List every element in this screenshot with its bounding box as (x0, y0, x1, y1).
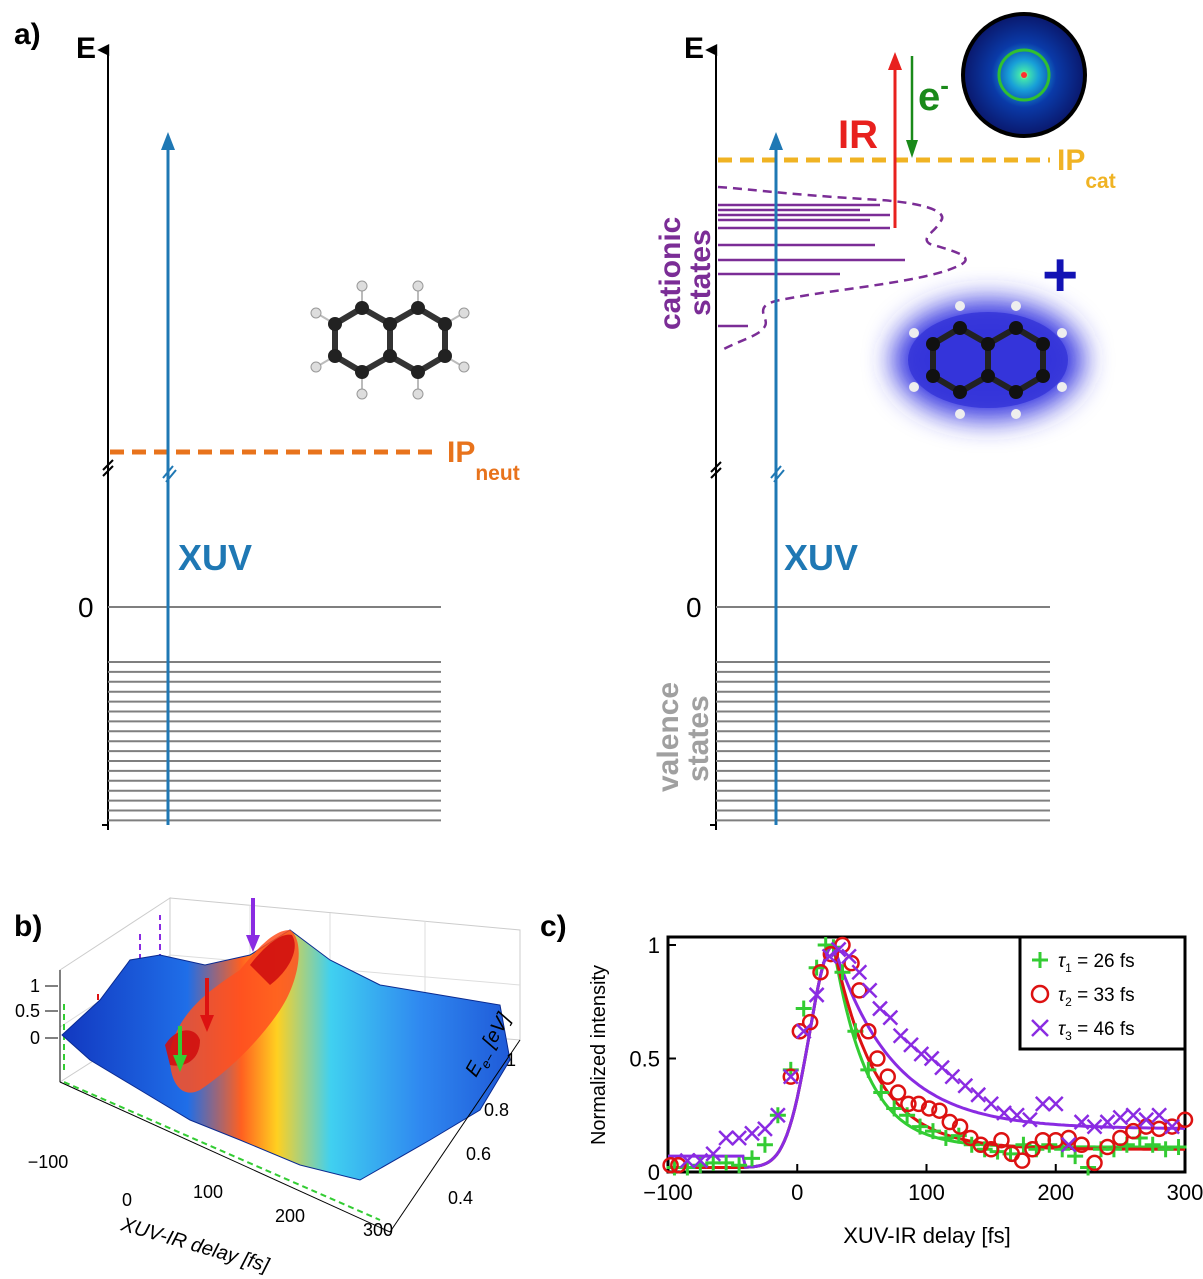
y-tick-label: 0.8 (484, 1100, 509, 1120)
energy-axis-label: E (76, 32, 96, 65)
data-point-cross (1113, 1111, 1127, 1125)
decay-chart: −100 0 100 200 30000.51 XUV-IR delay [fs] No… (588, 933, 1203, 1248)
data-point-circle (1015, 1154, 1029, 1168)
electron-arrow-head (906, 140, 918, 158)
data-point-cross (1126, 1108, 1140, 1122)
electron-label: e- (918, 70, 949, 119)
data-point-cross (1049, 1097, 1063, 1111)
x-tick-label: 200 (1037, 1180, 1074, 1205)
x-axis-label: XUV-IR delay [fs] (843, 1223, 1011, 1248)
xuv-arrow-head-right (769, 132, 783, 150)
photoelectron-image-icon (961, 12, 1087, 138)
zero-label-right: 0 (686, 592, 702, 623)
y-axis-label: Normalized intensity (588, 965, 610, 1145)
x-tick-label: 100 (193, 1182, 223, 1202)
panel-c-label: c) (540, 910, 567, 943)
data-point-cross (1036, 1097, 1050, 1111)
data-point-cross (758, 1122, 772, 1136)
y-tick-label: 1 (506, 1050, 516, 1070)
data-point-cross (719, 1131, 733, 1145)
data-point-cross (745, 1126, 759, 1140)
y-tick-label: 0.4 (448, 1188, 473, 1208)
energy-axis-label-right: E (684, 32, 704, 65)
y-tick-label: 1 (648, 933, 660, 958)
ip-neutral-label: IPneut (447, 436, 520, 485)
data-point-circle (870, 1052, 884, 1066)
y-tick-label: 0.5 (629, 1047, 660, 1072)
valence-levels-right (710, 607, 1050, 825)
z-tick-label: 0.5 (15, 1001, 40, 1021)
x-tick-label: 300 (363, 1220, 393, 1240)
data-point-cross (958, 1079, 972, 1093)
panel-a-right: E IPcat cationicstates IR e- (652, 12, 1116, 830)
data-point-cross (945, 1070, 959, 1084)
ip-cation-label: IPcat (1057, 144, 1116, 193)
x-axis-label: XUV-IR delay [fs] (118, 1213, 272, 1277)
data-point-cross (1165, 1120, 1179, 1134)
x-tick-label: 300 (1167, 1180, 1203, 1205)
z-tick-labels: 10.50 (15, 976, 58, 1048)
xuv-label: XUV (178, 537, 252, 578)
cationic-state-lines (718, 205, 905, 326)
data-point-cross (883, 1011, 897, 1025)
z-tick-label: 1 (30, 976, 40, 996)
panel-a-left: E IPneut 0 XUV (76, 32, 520, 830)
xuv-arrow-head (161, 132, 175, 150)
data-point-circle (881, 1070, 895, 1084)
data-point-cross (971, 1088, 985, 1102)
x-tick-label: 100 (908, 1180, 945, 1205)
data-point-cross (1152, 1108, 1166, 1122)
data-point-cross (732, 1131, 746, 1145)
z-tick-label: 0 (30, 1028, 40, 1048)
cation-molecule-icon (893, 300, 1083, 420)
cationic-states-label: cationicstates (654, 217, 717, 330)
data-point-cross (852, 965, 866, 979)
x-tick-label: −100 (28, 1152, 69, 1172)
y-tick-label: 0 (648, 1160, 660, 1185)
data-point-cross (984, 1097, 998, 1111)
x-tick-label: 0 (122, 1190, 132, 1210)
data-point-cross (1023, 1113, 1037, 1127)
valence-states-label: valencestates (652, 682, 715, 792)
x-tick-label: 200 (275, 1206, 305, 1226)
valence-levels (102, 607, 441, 825)
panel-b-label: b) (14, 910, 42, 943)
data-point-cross (863, 983, 877, 997)
panel-a-label: a) (14, 18, 41, 51)
ir-label: IR (838, 113, 878, 157)
data-point-circle (891, 1086, 905, 1100)
legend: τ1 = 26 fs τ2 = 33 fs τ3 = 46 fs (1020, 937, 1185, 1049)
y-tick-label: 0.6 (466, 1144, 491, 1164)
zero-label: 0 (78, 592, 94, 623)
x-tick-label: 0 (791, 1180, 803, 1205)
naphthalene-molecule-icon (311, 281, 469, 399)
ir-arrow-head (888, 52, 902, 70)
plus-charge-label: + (1042, 241, 1078, 310)
data-point-cross (1139, 1113, 1153, 1127)
xuv-label-right: XUV (784, 537, 858, 578)
